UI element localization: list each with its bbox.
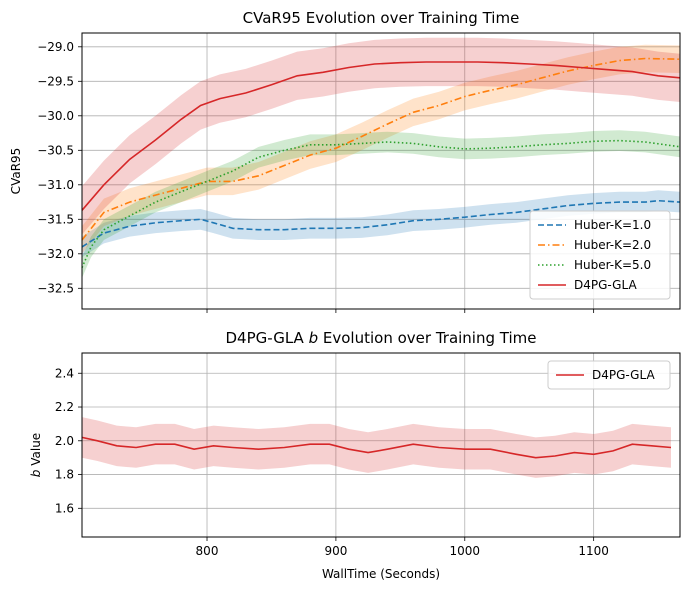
series-band-d4pg-gla [82,417,671,478]
cvar-y-axis-label: CVaR95 [9,148,23,195]
y-tick-label: −31.0 [37,178,74,192]
b-title-suffix: Evolution over Training Time [318,329,536,347]
b-chart-title: D4PG-GLA b Evolution over Training Time [226,329,537,347]
cvar-axes-frame [81,32,681,310]
b-title-symbol: b [309,329,319,347]
cvar-y-ticks: −29.0 −29.5 −30.0 −30.5 −31.0 −31.5 −32.0 −32.5 [37,40,82,295]
legend-label: Huber-K=1.0 [574,218,651,232]
y-tick-label: −32.0 [37,247,74,261]
cvar-legend: Huber-K=1.0 Huber-K=2.0 Huber-K=5.0 D4PG-GL… [529,210,671,300]
legend-label: Huber-K=2.0 [574,238,651,252]
y-tick-label: −30.0 [37,109,74,123]
y-tick-label: −29.5 [37,74,74,88]
y-tick-label: 2.0 [55,434,74,448]
y-tick-label: 2.2 [55,400,74,414]
series-band-huber-k-5-0 [82,130,680,278]
y-tick-label: 1.8 [55,468,74,482]
cvar-bands [82,37,680,278]
y-tick-label: 1.6 [55,501,74,515]
series-line-huber-k-1-0 [81,199,681,248]
legend-label: Huber-K=5.0 [574,258,651,272]
series-line-d4pg-gla [81,436,672,459]
cvar-chart-title: CVaR95 Evolution over Training Time [243,9,520,27]
cvar-lines [81,57,681,268]
legend-label: D4PG-GLA [592,368,655,382]
b-ylabel-symbol: b [29,469,43,477]
b-y-axis-label: b Value [29,433,43,477]
y-tick-label: −30.5 [37,143,74,157]
b-axes-frame [81,352,681,538]
legend-label: D4PG-GLA [574,278,637,292]
cvar-panel: CVaR95 Evolution over Training Time −29.… [9,9,681,313]
legend-frame [529,210,671,300]
b-title-prefix: D4PG-GLA [226,329,309,347]
series-band-huber-k-2-0 [82,44,680,254]
x-tick-label: 1000 [449,544,480,558]
cvar-x-ticks [206,309,595,313]
b-lines [81,436,672,459]
x-tick-label: 1100 [578,544,609,558]
b-bands [82,417,671,478]
y-tick-label: −29.0 [37,40,74,54]
x-tick-label: 800 [196,544,219,558]
b-value-panel: D4PG-GLA b Evolution over Training Time … [29,329,681,581]
series-line-huber-k-2-0 [81,57,681,241]
b-y-ticks: 1.6 1.8 2.0 2.2 2.4 [55,366,82,515]
x-tick-label: 900 [324,544,347,558]
b-x-ticks: 800 900 1000 1100 [196,537,609,558]
b-legend: D4PG-GLA [547,360,671,390]
series-line-d4pg-gla [81,61,681,211]
y-tick-label: −31.5 [37,212,74,226]
y-tick-label: −32.5 [37,281,74,295]
b-x-axis-label: WallTime (Seconds) [322,567,440,581]
y-tick-label: 2.4 [55,366,74,380]
series-band-d4pg-gla [82,37,680,235]
legend-frame [547,360,671,390]
b-ylabel-suffix: Value [29,433,43,470]
series-band-huber-k-1-0 [82,190,680,258]
